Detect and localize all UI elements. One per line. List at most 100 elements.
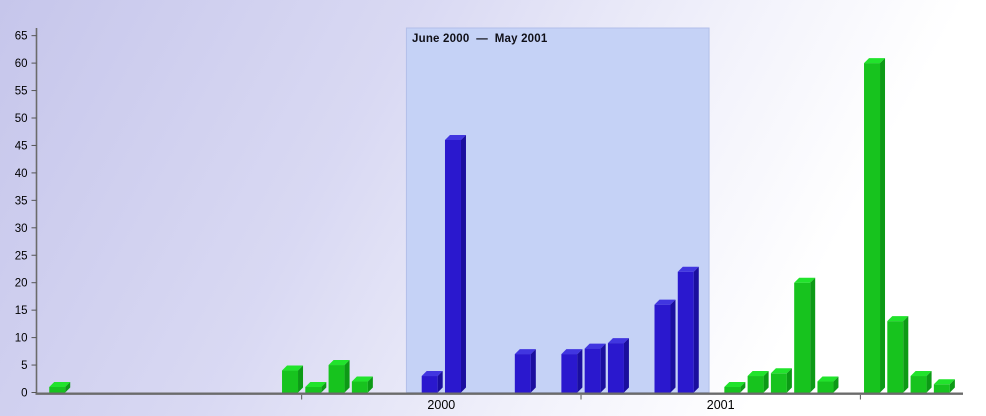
bar-side-face bbox=[763, 371, 769, 393]
bar-side-face bbox=[577, 349, 583, 393]
bar-2000-07[interactable] bbox=[444, 134, 466, 393]
bar-2002-03[interactable] bbox=[910, 371, 932, 393]
y-axis-tick-label: 10 bbox=[15, 333, 28, 345]
bar-2001-08[interactable] bbox=[747, 371, 769, 393]
bar-side-face bbox=[786, 368, 792, 393]
bar-side-face bbox=[670, 299, 676, 393]
y-axis-tick-label: 40 bbox=[15, 168, 28, 180]
bar-front-face bbox=[328, 365, 345, 393]
bar-side-face bbox=[367, 376, 373, 393]
bar-2001-02[interactable] bbox=[607, 338, 629, 393]
y-axis-tick-label: 15 bbox=[15, 305, 28, 317]
y-axis-tick-label: 25 bbox=[15, 250, 28, 262]
bar-front-face bbox=[654, 304, 671, 393]
x-axis-year-label: 2000 bbox=[427, 398, 455, 412]
bar-side-face bbox=[880, 58, 886, 393]
bar-front-face bbox=[933, 384, 950, 393]
y-axis-tick-label: 20 bbox=[15, 278, 28, 290]
bar-top-face bbox=[444, 134, 466, 140]
y-axis-tick-label: 65 bbox=[15, 31, 28, 43]
bar-2001-09[interactable] bbox=[770, 368, 792, 393]
bar-top-face bbox=[887, 316, 909, 322]
bar-1999-12[interactable] bbox=[282, 365, 304, 393]
bar-side-face bbox=[460, 134, 466, 393]
bar-side-face bbox=[833, 376, 839, 393]
bar-front-face bbox=[770, 373, 787, 393]
bar-1999-02[interactable] bbox=[49, 382, 71, 393]
bar-2000-12[interactable] bbox=[561, 349, 583, 393]
bar-top-face bbox=[864, 58, 886, 64]
highlight-region-label: June 2000 — May 2001 bbox=[412, 33, 548, 45]
bar-front-face bbox=[305, 387, 322, 393]
y-axis-tick-label: 55 bbox=[15, 86, 28, 98]
bar-top-face bbox=[328, 360, 350, 366]
bar-top-face bbox=[351, 376, 373, 382]
bar-side-face bbox=[437, 371, 443, 393]
bar-front-face bbox=[421, 376, 438, 393]
x-axis-year-label: 2001 bbox=[707, 398, 735, 412]
bar-side-face bbox=[344, 360, 350, 393]
bar-side-face bbox=[903, 316, 909, 393]
bar-top-face bbox=[654, 299, 676, 305]
bar-2001-05[interactable] bbox=[677, 266, 699, 393]
bar-top-face bbox=[747, 371, 769, 377]
y-axis-tick-label: 30 bbox=[15, 223, 28, 235]
bar-side-face bbox=[810, 277, 816, 393]
bar-2001-10[interactable] bbox=[794, 277, 816, 393]
bar-2000-02[interactable] bbox=[328, 360, 350, 393]
bar-top-face bbox=[794, 277, 816, 283]
bar-side-face bbox=[600, 343, 606, 393]
bar-top-face bbox=[282, 365, 304, 371]
bar-top-face bbox=[305, 382, 327, 388]
bar-top-face bbox=[49, 382, 71, 388]
bar-side-face bbox=[926, 371, 932, 393]
bar-side-face bbox=[298, 365, 304, 393]
bar-front-face bbox=[561, 354, 578, 393]
y-axis-tick-label: 35 bbox=[15, 195, 28, 207]
bar-2000-01[interactable] bbox=[305, 382, 327, 393]
bar-front-face bbox=[887, 321, 904, 393]
bar-2001-07[interactable] bbox=[724, 382, 746, 393]
bar-front-face bbox=[794, 282, 811, 393]
bar-2001-11[interactable] bbox=[817, 376, 839, 393]
bar-2000-03[interactable] bbox=[351, 376, 373, 393]
bar-2002-01[interactable] bbox=[864, 58, 886, 393]
bar-top-face bbox=[514, 349, 536, 355]
y-axis-tick-label: 45 bbox=[15, 140, 28, 152]
bar-front-face bbox=[514, 354, 531, 393]
bar-front-face bbox=[817, 381, 834, 393]
bar-top-face bbox=[421, 371, 443, 377]
bar-front-face bbox=[747, 376, 764, 393]
bar-front-face bbox=[49, 387, 66, 393]
y-axis-tick-label: 50 bbox=[15, 113, 28, 125]
bar-top-face bbox=[817, 376, 839, 382]
bar-side-face bbox=[949, 379, 955, 393]
bar-2000-06[interactable] bbox=[421, 371, 443, 393]
bar-front-face bbox=[607, 343, 624, 393]
bar-2002-04[interactable] bbox=[933, 379, 955, 393]
bar-front-face bbox=[864, 63, 881, 393]
y-axis-tick-label: 0 bbox=[21, 388, 27, 400]
bar-top-face bbox=[724, 382, 746, 388]
bar-top-face bbox=[933, 379, 955, 385]
bar-side-face bbox=[65, 382, 71, 393]
bar-2000-10[interactable] bbox=[514, 349, 536, 393]
bar-2001-04[interactable] bbox=[654, 299, 676, 393]
bar-front-face bbox=[677, 271, 694, 393]
bar-front-face bbox=[444, 139, 461, 393]
bar-top-face bbox=[584, 343, 606, 349]
bar-2002-02[interactable] bbox=[887, 316, 909, 393]
y-axis-tick-label: 5 bbox=[21, 360, 27, 372]
bar-top-face bbox=[770, 368, 792, 374]
y-axis-tick-label: 60 bbox=[15, 58, 28, 70]
bar-front-face bbox=[724, 387, 741, 393]
bar-top-face bbox=[561, 349, 583, 355]
bar-2001-01[interactable] bbox=[584, 343, 606, 393]
bar-front-face bbox=[351, 381, 368, 393]
bar-top-face bbox=[607, 338, 629, 344]
bar-front-face bbox=[584, 348, 601, 393]
bar-front-face bbox=[282, 370, 299, 393]
bar-side-face bbox=[693, 266, 699, 393]
